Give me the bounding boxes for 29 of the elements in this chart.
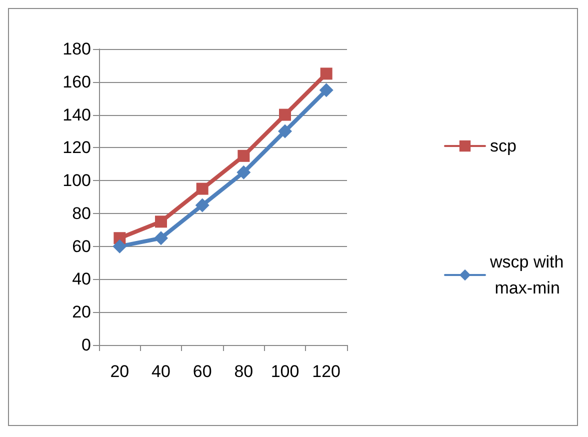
y-tick-label: 120 [62, 138, 91, 158]
point [319, 83, 334, 98]
x-tick-label: 80 [234, 362, 254, 381]
y-tick-label: 60 [72, 236, 91, 256]
x-tick-label: 40 [152, 362, 170, 381]
y-tick-label: 100 [62, 171, 91, 190]
point [112, 239, 127, 254]
point [278, 124, 292, 138]
point [238, 150, 250, 162]
legend-label: scp [490, 136, 516, 156]
point [155, 216, 167, 228]
point [279, 108, 291, 121]
point [236, 165, 251, 180]
point [195, 198, 210, 212]
y-tick-label: 160 [62, 72, 91, 92]
x-tick-label: 100 [270, 362, 300, 381]
x-tick-label: 20 [110, 362, 130, 381]
legend-label: wscp with max-min [489, 252, 564, 298]
y-tick-label: 20 [72, 302, 91, 322]
x-tick-label: 120 [312, 362, 341, 381]
point [196, 182, 208, 195]
y-tick-label: 0 [82, 336, 91, 354]
y-tick-label: 140 [62, 105, 91, 124]
y-tick-label: 180 [62, 40, 91, 58]
point [154, 231, 168, 246]
y-tick-label: 40 [72, 270, 91, 289]
point [320, 68, 332, 80]
y-tick-label: 80 [72, 204, 91, 223]
x-tick-label: 60 [192, 362, 212, 381]
